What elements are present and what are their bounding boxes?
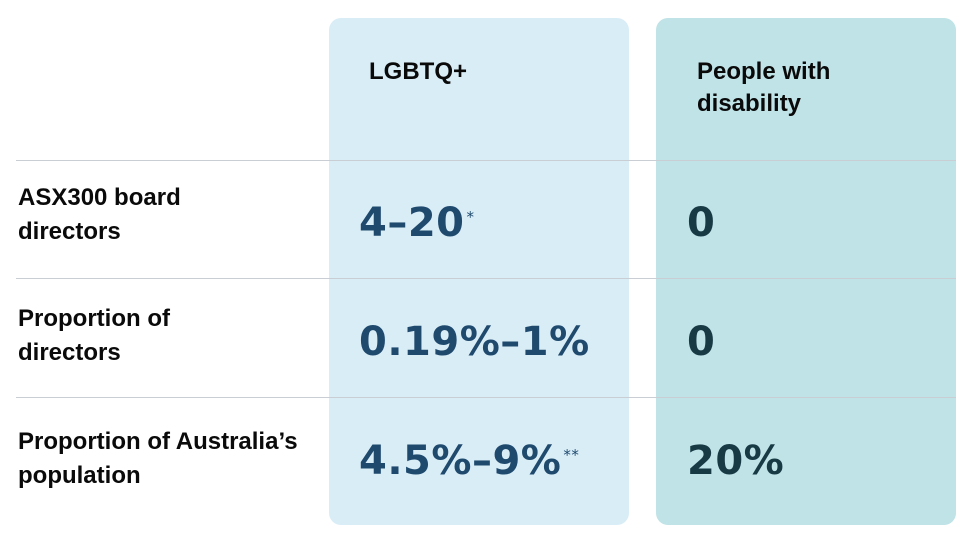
lgbtq-proportion-population-value: 4.5%–9% ** [359,437,579,485]
disability-proportion-directors-value: 0 [687,319,716,365]
value-text: 4.5%–9% [359,438,562,484]
row-divider [16,160,956,161]
row-label-board-directors: ASX300 board directors [18,184,181,245]
disability-proportion-population-value: 20% [687,438,785,484]
lgbtq-column-heading: LGBTQ+ [369,58,468,85]
lgbtq-proportion-directors-value: 0.19%–1% [359,318,592,366]
row-label-proportion-population: Proportion of Australia’s population [18,428,298,489]
footnote-marker: * [466,208,475,226]
value-text: 0.19%–1% [359,319,590,365]
lgbtq-column-background [329,18,629,525]
value-text: 4–20 [359,200,465,246]
disability-column-heading: People with disability [697,58,831,117]
lgbtq-board-directors-value: 4–20 * [359,199,475,247]
disability-board-directors-value: 0 [687,200,716,246]
row-divider [16,397,956,398]
footnote-marker: ** [563,446,580,464]
disability-column-background [656,18,956,525]
row-label-proportion-directors: Proportion of directors [18,305,170,366]
row-divider [16,278,956,279]
